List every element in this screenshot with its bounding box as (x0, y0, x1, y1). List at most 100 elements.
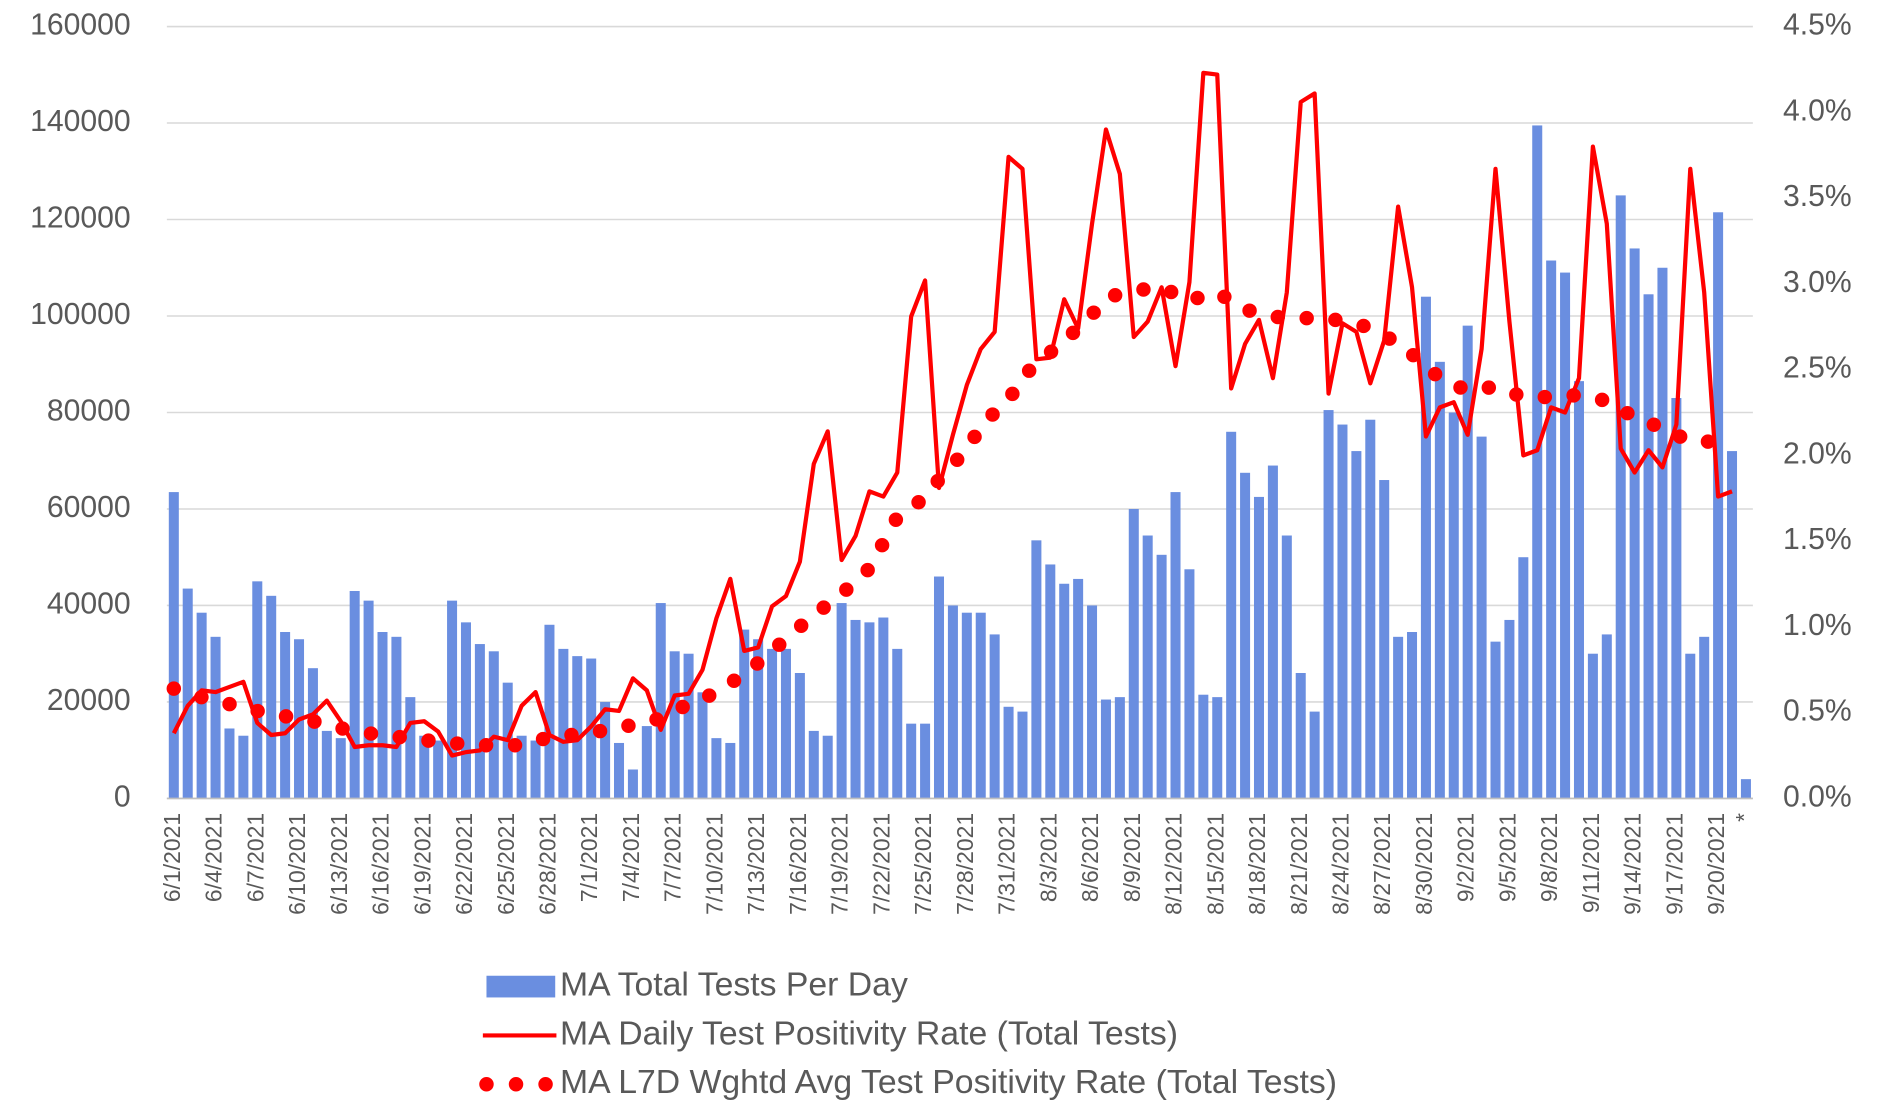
bar (864, 622, 875, 799)
x-tick-label: 7/16/2021 (785, 813, 811, 915)
x-tick-label: 8/27/2021 (1369, 813, 1395, 915)
bar (447, 600, 458, 799)
bar (1184, 569, 1195, 799)
bar (1699, 636, 1710, 799)
bar (836, 603, 847, 799)
bar (1587, 653, 1598, 799)
bar (544, 624, 555, 799)
bar (683, 653, 694, 799)
bar (1476, 436, 1487, 799)
x-tick-label: 8/3/2021 (1035, 813, 1061, 902)
bar (822, 735, 833, 799)
bar (1393, 636, 1404, 799)
bar (1031, 540, 1042, 799)
bar (1253, 496, 1264, 799)
y2-tick-label: 0.5% (1783, 695, 1852, 728)
bar (600, 701, 611, 799)
bar (947, 605, 958, 799)
y-tick-label: 120000 (30, 201, 131, 234)
bar (1379, 480, 1390, 799)
bar (906, 723, 917, 799)
bar (572, 656, 583, 799)
bar (655, 603, 666, 799)
bar (252, 581, 263, 799)
bar (405, 697, 416, 799)
bar (1156, 554, 1167, 799)
x-tick-label: 7/19/2021 (827, 813, 853, 915)
bar (1434, 361, 1445, 799)
x-tick-label: 9/5/2021 (1494, 813, 1520, 902)
x-tick-label: 7/10/2021 (701, 813, 727, 915)
bar (182, 588, 193, 799)
x-tick-label: 6/7/2021 (242, 813, 268, 902)
y2-tick-label: 2.5% (1783, 352, 1852, 385)
x-tick-label: 9/8/2021 (1536, 813, 1562, 902)
bar (1365, 419, 1376, 799)
bar (210, 636, 221, 799)
bar (1407, 632, 1418, 799)
bar (975, 612, 986, 799)
legend-label: MA Daily Test Positivity Rate (Total Tes… (560, 1014, 1178, 1052)
x-tick-label: 9/20/2021 (1703, 813, 1729, 915)
y-tick-label: 0 (114, 780, 131, 813)
bar (711, 738, 722, 799)
bar (1337, 424, 1348, 799)
x-tick-label: 8/15/2021 (1202, 813, 1228, 915)
bar (808, 730, 819, 799)
bar (1073, 578, 1084, 799)
bar (1518, 557, 1529, 799)
legend-swatch (486, 975, 556, 998)
legend-label: MA Total Tests Per Day (560, 966, 908, 1004)
x-tick-label: 9/17/2021 (1661, 813, 1687, 915)
y2-tick-label: 3.5% (1783, 180, 1852, 213)
x-tick-label: 8/18/2021 (1244, 813, 1270, 915)
x-tick-label: 8/9/2021 (1119, 813, 1145, 902)
bar (1420, 296, 1431, 799)
y2-tick-label: 0.0% (1783, 780, 1852, 813)
x-tick-label: 7/4/2021 (618, 813, 644, 902)
bar (1448, 412, 1459, 799)
y-tick-label: 100000 (30, 298, 131, 331)
bar (1504, 619, 1515, 799)
bar (433, 740, 444, 799)
bar (321, 730, 332, 799)
bar (1281, 535, 1292, 799)
line (166, 279, 1726, 753)
bar (168, 492, 179, 799)
bar (1685, 653, 1696, 799)
bar (196, 612, 207, 799)
y-tick-label: 20000 (47, 684, 131, 717)
bar (474, 644, 485, 799)
bar (1170, 492, 1181, 799)
bar (1573, 381, 1584, 799)
legend: MA Total Tests Per Day MA Daily Test Posi… (479, 966, 1337, 1101)
y-tick-label: 160000 (30, 9, 131, 42)
bar (558, 648, 569, 799)
y2-tick-label: 1.0% (1783, 609, 1852, 642)
x-tick-label: 6/16/2021 (368, 813, 394, 915)
bar (1114, 697, 1125, 799)
bar (516, 735, 527, 799)
y-tick-label: 60000 (47, 491, 131, 524)
x-tick-label: 6/28/2021 (534, 813, 560, 915)
x-tick-label: 7/13/2021 (743, 813, 769, 915)
bar (1017, 711, 1028, 799)
bar (933, 576, 945, 799)
x-tick-label: 6/25/2021 (493, 813, 519, 915)
bar (1629, 248, 1640, 799)
bar (1351, 451, 1362, 799)
bar (1657, 267, 1668, 799)
bar (307, 668, 318, 799)
x-tick-label: 9/11/2021 (1578, 813, 1604, 913)
x-tick-label: 7/25/2021 (910, 813, 936, 915)
x-tick-label: 7/22/2021 (868, 813, 894, 915)
bar (530, 740, 541, 799)
y2-tick-label: 4.5% (1783, 9, 1852, 42)
x-tick-label: 6/13/2021 (326, 813, 352, 915)
x-tick-label: 7/31/2021 (994, 813, 1020, 915)
y2-tick-label: 4.0% (1783, 94, 1852, 127)
bar (669, 651, 680, 799)
legend-label: MA L7D Wghtd Avg Test Positivity Rate (T… (560, 1063, 1337, 1101)
bar (697, 692, 708, 799)
